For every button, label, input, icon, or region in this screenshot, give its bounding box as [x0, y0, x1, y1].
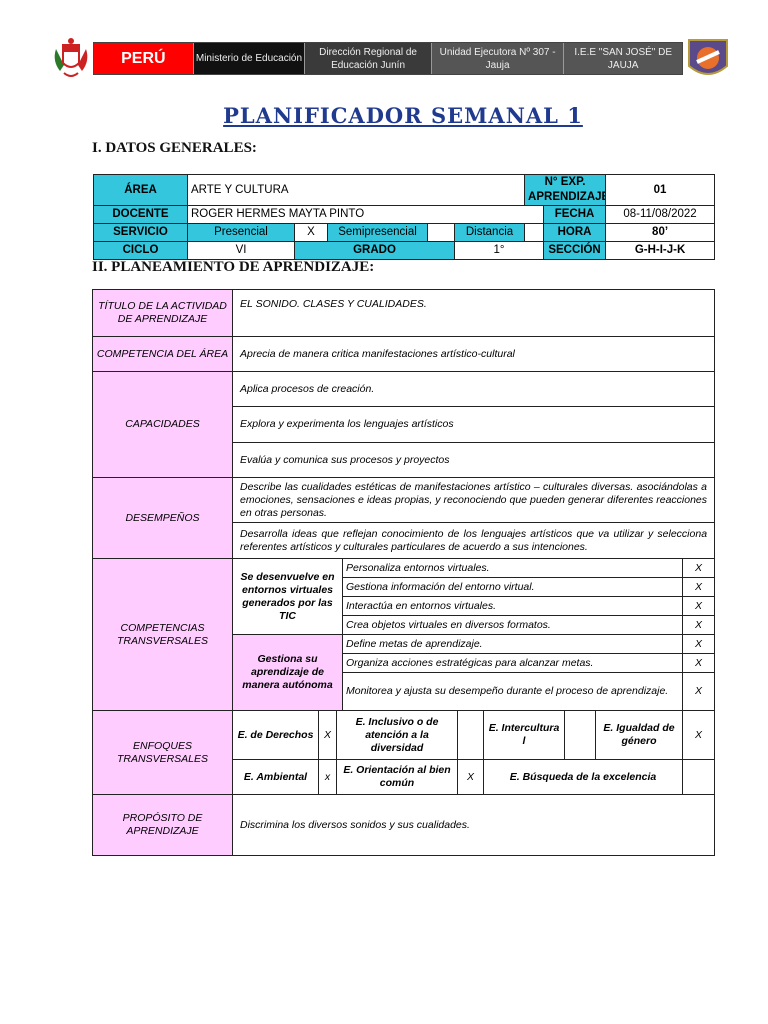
- fecha-value: 08-11/08/2022: [605, 205, 716, 224]
- docente-label: DOCENTE: [93, 205, 188, 224]
- autonoma-item: Define metas de aprendizaje.: [342, 634, 683, 654]
- seccion-value: G-H-I-J-K: [605, 241, 716, 260]
- enfoque-derechos-mark: X: [318, 710, 337, 760]
- desempeno-item: Describe las cualidades estéticas de man…: [231, 477, 716, 523]
- tic-label: Se desenvuelve en entornos virtuales gen…: [232, 558, 343, 635]
- school-badge-logo: [688, 39, 728, 75]
- header-regional: Dirección Regional de Educación Junín: [305, 43, 432, 74]
- desempeno-item: Desarrolla ideas que reflejan conocimien…: [231, 522, 716, 559]
- header-unit: Unidad Ejecutora Nº 307 - Jauja: [431, 43, 565, 74]
- fecha-label: FECHA: [543, 205, 607, 224]
- section-planeamiento: II. PLANEAMIENTO DE APRENDIZAJE:: [92, 259, 375, 275]
- tic-item: Personaliza entornos virtuales.: [342, 558, 683, 578]
- planning-table: TÍTULO DE LA ACTIVIDAD DE APRENDIZAJE EL …: [92, 289, 716, 856]
- tic-item: Crea objetos virtuales en diversos forma…: [342, 615, 683, 635]
- presencial-mark: X: [294, 223, 328, 242]
- autonoma-item: Organiza acciones estratégicas para alca…: [342, 653, 683, 673]
- tic-mark: X: [681, 577, 716, 597]
- header-peru: PERÚ: [94, 43, 194, 74]
- ciclo-label: CICLO: [93, 241, 188, 260]
- header-ministry: Ministerio de Educación: [193, 43, 306, 74]
- tic-mark: X: [681, 558, 716, 578]
- capacidades-label: CAPACIDADES: [92, 371, 233, 478]
- enfoque-igualdad-mark: X: [681, 710, 716, 760]
- titulo-label: TÍTULO DE LA ACTIVIDAD DE APRENDIZAJE: [92, 289, 233, 337]
- autonoma-label: Gestiona su aprendizaje de manera autóno…: [232, 634, 343, 711]
- ciclo-value: VI: [187, 241, 295, 260]
- distancia-label: Distancia: [453, 223, 526, 242]
- distancia-mark: [524, 223, 545, 242]
- titulo-value: EL SONIDO. CLASES Y CUALIDADES.: [231, 289, 716, 337]
- hora-label: HORA: [543, 223, 607, 242]
- grado-value: 1°: [453, 241, 545, 260]
- transversales-label: COMPETENCIAS TRANSVERSALES: [92, 558, 233, 711]
- tic-item: Interactúa en entornos virtuales.: [342, 596, 683, 616]
- capacidad-item: Explora y experimenta los lenguajes artí…: [231, 406, 716, 443]
- section-datos-generales: I. DATOS GENERALES:: [92, 140, 257, 156]
- peru-coat-of-arms-logo: [54, 38, 88, 77]
- grado-label: GRADO: [294, 241, 455, 260]
- enfoque-bien-comun: E. Orientación al bien común: [336, 759, 458, 795]
- hora-value: 80’: [605, 223, 716, 242]
- autonoma-mark: X: [681, 672, 716, 711]
- page-title: PLANIFICADOR SEMANAL 1: [223, 103, 583, 128]
- enfoque-ambiental-mark: x: [318, 759, 337, 795]
- proposito-value: Discrimina los diversos sonidos y sus cu…: [231, 794, 716, 856]
- competencia-label: COMPETENCIA DEL ÁREA: [92, 336, 233, 372]
- general-data-table: ÁREA ARTE Y CULTURA N° EXP. APRENDIZAJE 01 …: [93, 174, 716, 260]
- tic-mark: X: [681, 615, 716, 635]
- enfoque-bien-comun-mark: X: [457, 759, 484, 795]
- capacidad-item: Aplica procesos de creación.: [231, 371, 716, 407]
- seccion-label: SECCIÓN: [543, 241, 607, 260]
- exp-value: 01: [605, 174, 716, 206]
- capacidad-item: Evalúa y comunica sus procesos y proyect…: [231, 442, 716, 478]
- enfoque-ambiental: E. Ambiental: [232, 759, 319, 795]
- exp-label: N° EXP. APRENDIZAJE: [524, 174, 607, 206]
- enfoque-excelencia-mark: [681, 759, 716, 795]
- enfoque-intercultural: E. Intercultura l: [483, 710, 565, 760]
- autonoma-mark: X: [681, 634, 716, 654]
- presencial-label: Presencial: [187, 223, 295, 242]
- enfoque-inclusivo: E. Inclusivo o de atención a la diversid…: [336, 710, 458, 760]
- tic-mark: X: [681, 596, 716, 616]
- enfoques-label: ENFOQUES TRANSVERSALES: [92, 710, 233, 795]
- semipresencial-mark: [427, 223, 455, 242]
- docente-value: ROGER HERMES MAYTA PINTO: [186, 205, 545, 224]
- enfoque-excelencia: E. Búsqueda de la excelencia: [483, 759, 683, 795]
- desempenos-label: DESEMPEÑOS: [92, 477, 233, 559]
- enfoque-igualdad: E. Igualdad de género: [595, 710, 683, 760]
- area-label: ÁREA: [93, 174, 188, 206]
- enfoque-intercultural-mark: [564, 710, 596, 760]
- semipresencial-label: Semipresencial: [327, 223, 428, 242]
- autonoma-mark: X: [681, 653, 716, 673]
- proposito-label: PROPÓSITO DE APRENDIZAJE: [92, 794, 233, 856]
- enfoque-derechos: E. de Derechos: [232, 710, 319, 760]
- header-bar: PERÚ Ministerio de Educación Dirección R…: [93, 42, 683, 75]
- area-value: ARTE Y CULTURA: [186, 174, 526, 206]
- autonoma-item: Monitorea y ajusta su desempeño durante …: [342, 672, 683, 711]
- tic-item: Gestiona información del entorno virtual…: [342, 577, 683, 597]
- servicio-label: SERVICIO: [93, 223, 188, 242]
- header-school: I.E.E "SAN JOSÉ" DE JAUJA: [564, 43, 682, 74]
- competencia-value: Aprecia de manera critica manifestacione…: [231, 336, 716, 372]
- enfoque-inclusivo-mark: [457, 710, 484, 760]
